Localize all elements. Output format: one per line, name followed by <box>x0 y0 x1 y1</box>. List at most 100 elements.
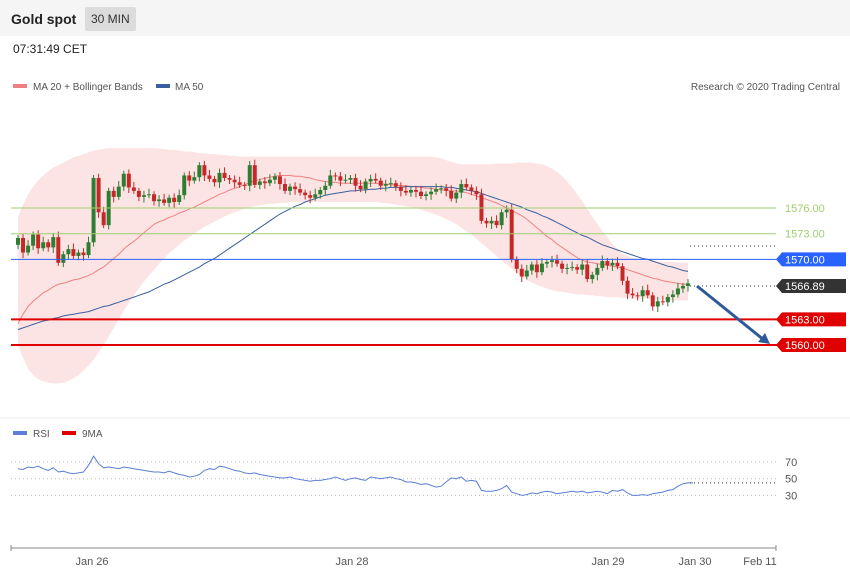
candle-body <box>494 220 499 226</box>
candle-body <box>162 199 167 203</box>
candle-body <box>539 263 544 273</box>
candle-body <box>459 184 464 193</box>
candle-body <box>645 290 650 296</box>
ma50-legend-swatch <box>156 84 170 88</box>
candle-body <box>358 185 363 190</box>
candle-body <box>46 242 51 248</box>
candle-body <box>172 197 177 203</box>
level-tag-support <box>776 312 846 327</box>
candle-body <box>434 189 439 192</box>
candle-body <box>41 242 46 249</box>
candle-body <box>429 191 434 195</box>
candle-body <box>252 165 257 185</box>
candle-body <box>21 237 26 253</box>
candle-body <box>262 181 267 184</box>
candle-body <box>544 261 549 264</box>
candle-body <box>318 190 323 195</box>
candle-body <box>282 184 287 191</box>
candle-body <box>91 178 96 243</box>
timestamp: 07:31:49 CET <box>13 42 88 56</box>
candle-body <box>222 172 227 179</box>
candle-body <box>625 280 630 294</box>
candle-body <box>227 178 232 180</box>
candle-body <box>237 182 242 185</box>
candle-body <box>413 190 418 192</box>
level-tag-pivot <box>776 252 846 267</box>
candle-body <box>298 189 303 193</box>
ma50-line <box>17 186 689 331</box>
candle-body <box>277 176 282 185</box>
instrument-title: Gold spot <box>11 11 77 27</box>
candle-body <box>192 177 197 181</box>
candle-body <box>464 184 469 188</box>
candle-body <box>61 254 66 263</box>
candle-body <box>549 260 554 262</box>
candle-body <box>620 266 625 281</box>
candle-body <box>288 186 293 191</box>
candle-body <box>167 197 172 203</box>
candle-body <box>131 187 136 191</box>
candle-body <box>408 190 413 193</box>
candle-body <box>590 274 595 280</box>
candle-body <box>419 191 424 197</box>
candle-body <box>66 249 71 255</box>
credit-text: Research © 2020 Trading Central <box>691 82 840 93</box>
candle-body <box>686 283 690 286</box>
candle-body <box>600 261 605 268</box>
candle-body <box>56 237 61 263</box>
candle-body <box>126 173 131 188</box>
candle-body <box>232 179 237 183</box>
candle-body <box>182 175 187 196</box>
candle-body <box>575 267 580 270</box>
candle-body <box>509 209 514 260</box>
rsi-tick-label: 70 <box>785 457 797 469</box>
ma20-legend-swatch <box>13 84 27 88</box>
candle-body <box>333 175 338 177</box>
candle-body <box>26 245 31 253</box>
candle-body <box>313 194 318 198</box>
candle-body <box>424 194 429 197</box>
timeframe-badge[interactable]: 30 MIN <box>85 7 136 31</box>
candle-body <box>16 237 20 245</box>
candle-body <box>187 175 192 181</box>
candle-body <box>338 176 343 181</box>
candle-body <box>308 195 313 198</box>
candle-body <box>177 195 182 203</box>
candle-body <box>393 183 398 187</box>
forecast-arrow-head <box>758 333 770 344</box>
candle-body <box>499 212 504 226</box>
candle-body <box>51 237 56 248</box>
candle-body <box>665 297 670 303</box>
rsi-legend-swatch <box>13 431 27 435</box>
candle-body <box>403 190 408 193</box>
candle-body <box>519 268 524 277</box>
candle-body <box>36 234 41 249</box>
candle-body <box>670 294 675 298</box>
x-tick-label: Jan 30 <box>678 556 711 568</box>
candle-body <box>640 290 645 297</box>
candle-body <box>207 175 212 179</box>
candle-body <box>247 165 252 186</box>
candle-body <box>595 267 600 275</box>
forecast-arrow-shaft <box>696 284 765 342</box>
candle-body <box>635 295 640 297</box>
candle-body <box>348 178 353 180</box>
candle-body <box>474 190 479 195</box>
x-tick-label: Feb 11 <box>743 556 776 568</box>
candle-body <box>680 285 685 289</box>
candle-body <box>86 242 91 256</box>
candle-body <box>439 188 444 190</box>
candle-body <box>101 212 106 226</box>
candle-body <box>353 178 358 186</box>
candle-body <box>328 175 333 186</box>
level-label: 1570.00 <box>785 254 825 266</box>
candle-body <box>202 165 207 176</box>
level-label: 1560.00 <box>785 340 825 352</box>
candle-body <box>96 178 101 213</box>
candle-body <box>31 234 36 246</box>
candle-body <box>489 220 494 224</box>
x-tick-label: Jan 26 <box>75 556 108 568</box>
candle-body <box>444 188 449 191</box>
candle-body <box>529 264 534 271</box>
candle-body <box>71 249 76 256</box>
